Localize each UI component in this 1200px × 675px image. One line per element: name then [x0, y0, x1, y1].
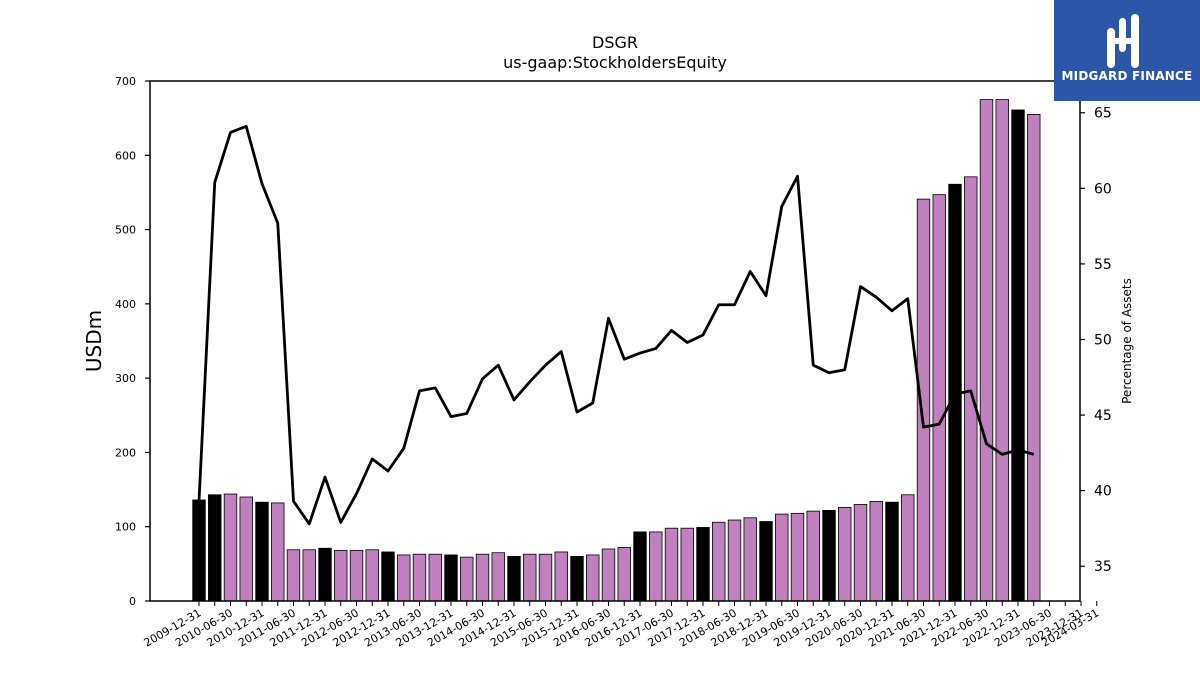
midgard-finance-logo: MIDGARD FINANCE [1054, 0, 1200, 101]
y2-tick-label: 55 [1094, 257, 1112, 273]
bar [334, 550, 348, 602]
bar [570, 556, 584, 602]
bar [223, 493, 238, 602]
bar [838, 506, 852, 602]
bar [617, 547, 631, 602]
bar [208, 494, 222, 602]
bar [601, 548, 616, 602]
bar [428, 553, 442, 602]
bar [775, 513, 789, 602]
bar [586, 554, 600, 602]
y-tick-label: 200 [115, 446, 136, 459]
bar [806, 510, 820, 602]
y2-tick-label: 35 [1094, 559, 1112, 575]
bar [365, 549, 379, 602]
y-axis-left: 0 100 200 300 400 500 600 700 [115, 75, 150, 608]
bar [255, 501, 269, 602]
y-axis-label: USDm [82, 310, 106, 372]
y-axis-right: 35 40 45 50 55 60 65 [1080, 106, 1112, 575]
plot-frame [149, 80, 1081, 602]
bar [554, 551, 568, 602]
bar [444, 554, 458, 602]
bar [759, 521, 773, 602]
bar [523, 553, 537, 602]
bar [475, 553, 490, 602]
bar [239, 496, 253, 602]
chart-title: DSGR [592, 33, 638, 52]
bar [349, 550, 364, 602]
y-tick-label: 300 [115, 372, 136, 385]
y-tick-label: 700 [115, 75, 136, 88]
chart-subtitle: us-gaap:StockholdersEquity [503, 53, 727, 72]
y-tick-label: 400 [115, 298, 136, 311]
bar [869, 501, 883, 602]
bar [286, 549, 301, 602]
bar [790, 512, 805, 602]
bar [271, 502, 285, 602]
bar [822, 509, 836, 602]
bar [633, 531, 647, 602]
bar [995, 99, 1009, 602]
y2-tick-label: 60 [1094, 181, 1112, 197]
y2-tick-label: 50 [1094, 332, 1112, 348]
bar [649, 531, 663, 602]
bar [381, 551, 395, 602]
bar [1011, 109, 1025, 602]
logo-mark-icon [1107, 14, 1139, 68]
bar [696, 527, 710, 602]
bar [491, 552, 505, 602]
bar [1027, 114, 1041, 602]
bar [507, 556, 521, 602]
y-tick-label: 600 [115, 149, 136, 162]
y-tick-label: 0 [129, 595, 136, 608]
bar [412, 553, 427, 602]
bar [932, 194, 946, 602]
bar [680, 527, 694, 602]
bar [192, 499, 206, 602]
y-tick-label: 500 [115, 224, 136, 237]
bar [979, 99, 994, 602]
y2-tick-label: 40 [1094, 484, 1112, 500]
y2-tick-label: 45 [1094, 408, 1112, 424]
bar [885, 501, 899, 602]
bar [901, 494, 915, 602]
y-tick-label: 100 [115, 521, 136, 534]
line-series [197, 124, 1035, 526]
bar [397, 554, 411, 602]
bar [664, 527, 679, 602]
bar [853, 504, 868, 602]
bar [743, 517, 757, 602]
bar [727, 519, 742, 602]
bar [538, 553, 553, 602]
bar [318, 547, 332, 602]
y2-axis-label: Percentage of Assets [1120, 278, 1134, 404]
percentage-line [197, 124, 1035, 526]
y2-tick-label: 65 [1094, 106, 1112, 122]
logo-text: MIDGARD FINANCE [1061, 69, 1193, 83]
bar [712, 521, 726, 602]
bar [302, 549, 316, 602]
bar [460, 556, 474, 602]
bar [964, 176, 978, 602]
x-axis: 2009-12-312010-06-302010-12-312011-06-30… [142, 601, 1101, 650]
